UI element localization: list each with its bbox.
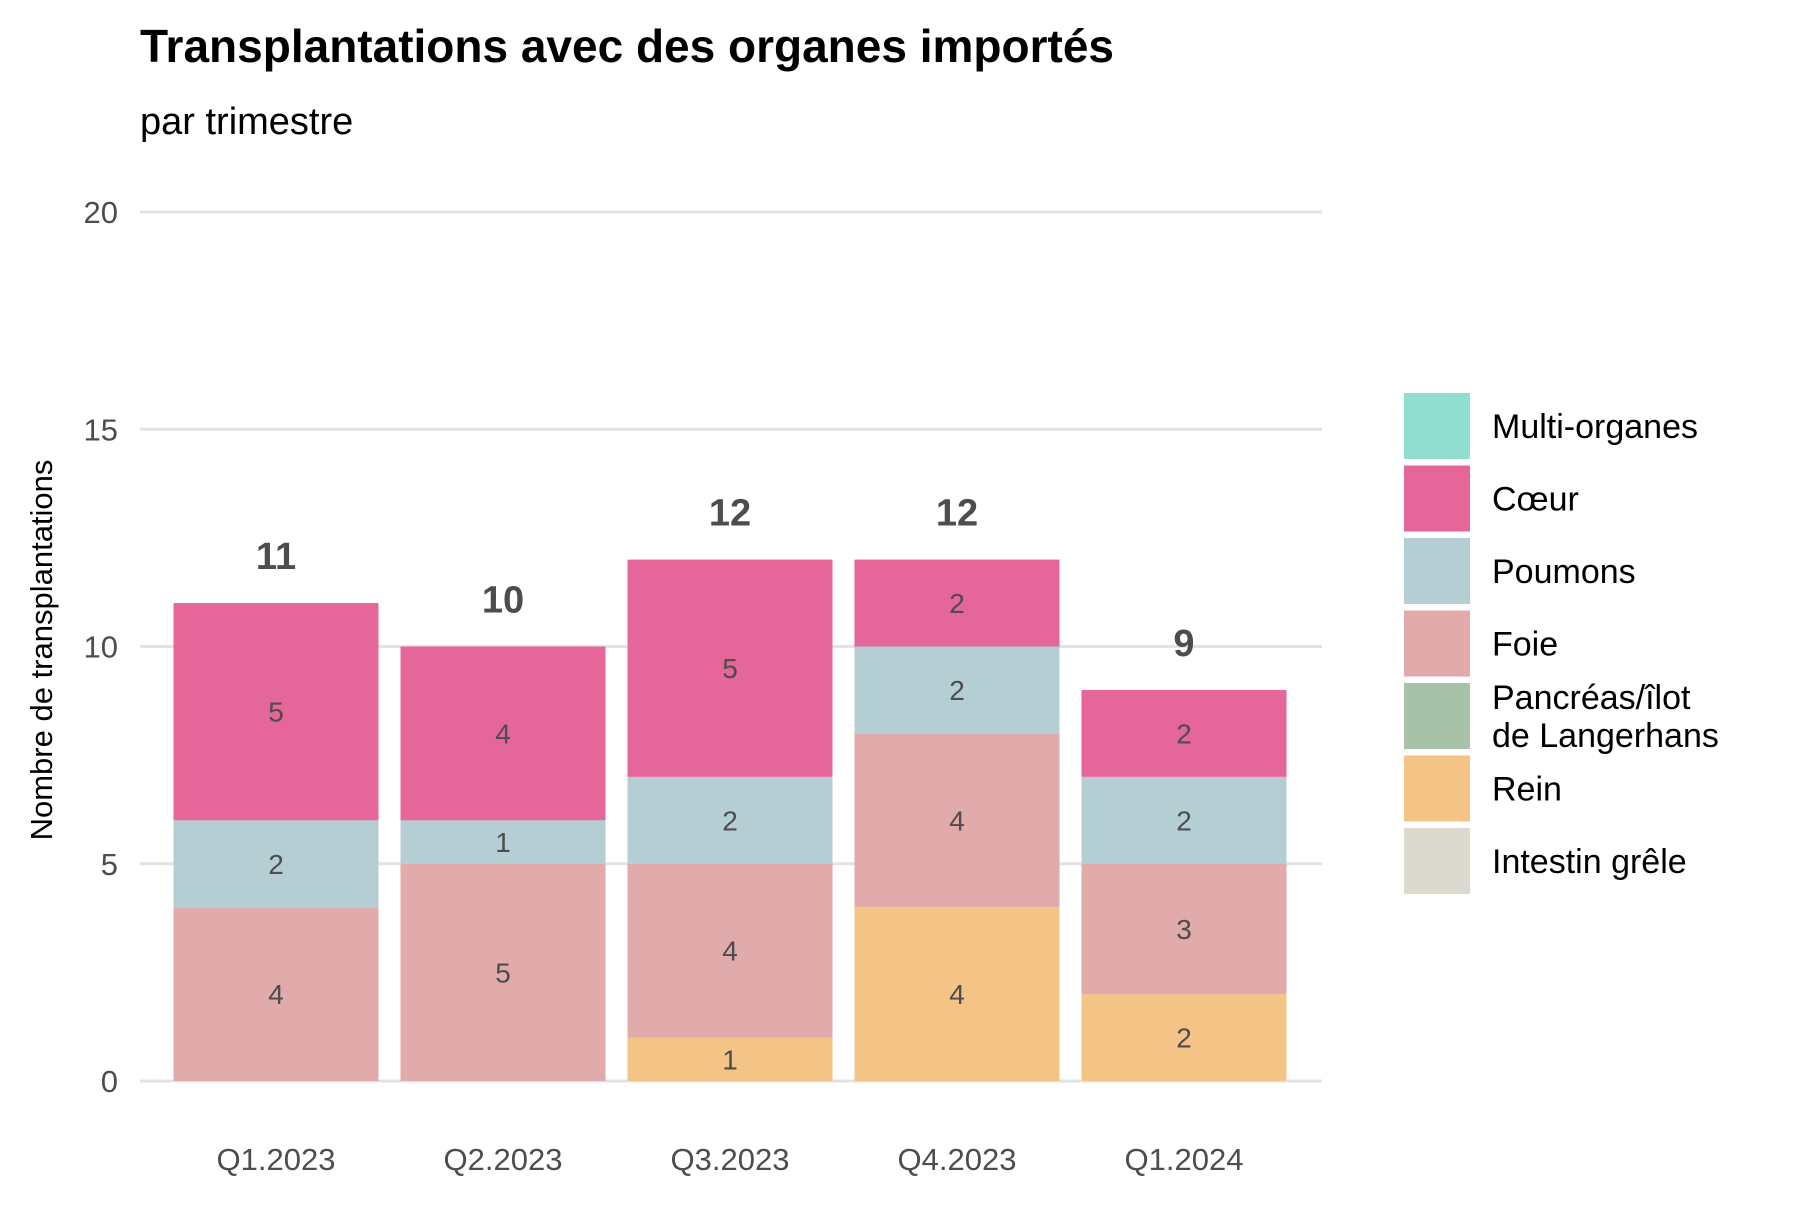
data-labels: 4 2 5 11 Q1.2023 5 1 4 10 Q2.2023 1 4 2 5 12 Q3.2023 4 4 2… — [217, 493, 1244, 1177]
segment-value-label: 4 — [495, 718, 511, 749]
legend-key — [1404, 538, 1470, 604]
bar-segment — [400, 646, 606, 821]
bar-segment — [173, 820, 379, 908]
bar-segment — [627, 1037, 833, 1081]
y-tick-label: 5 — [101, 847, 118, 882]
segment-value-label: 5 — [268, 697, 284, 728]
segment-value-label: 5 — [722, 653, 738, 684]
bar-total-label: 10 — [482, 580, 524, 622]
segment-value-label: 2 — [268, 849, 284, 880]
y-axis-title: Nombre de transplantations — [24, 460, 59, 841]
bar-segment — [627, 863, 833, 1038]
legend-key — [1404, 755, 1470, 822]
bar-segment — [173, 603, 379, 821]
bar-segment — [854, 733, 1060, 908]
legend-key — [1404, 465, 1470, 532]
chart-subtitle: par trimestre — [140, 101, 353, 143]
legend-label: Intestin grêle — [1492, 843, 1687, 881]
segment-value-label: 1 — [722, 1044, 738, 1075]
segment-value-label: 4 — [949, 979, 965, 1010]
bar-segment — [173, 907, 379, 1081]
y-tick-label: 20 — [84, 195, 118, 230]
x-tick-label: Q2.2023 — [444, 1142, 563, 1177]
bars — [173, 559, 1287, 1081]
y-tick-label: 0 — [101, 1064, 118, 1099]
legend-key — [1404, 683, 1470, 749]
segment-value-label: 4 — [268, 979, 284, 1010]
bar-segment — [400, 863, 606, 1081]
segment-value-label: 2 — [1176, 718, 1192, 749]
x-tick-label: Q4.2023 — [898, 1142, 1017, 1177]
bar-segment — [627, 559, 833, 777]
legend-label: Rein — [1492, 771, 1562, 809]
bar-segment — [1081, 994, 1287, 1081]
bar-segment — [400, 820, 606, 864]
bar-total-label: 9 — [1173, 623, 1194, 665]
x-tick-label: Q3.2023 — [671, 1142, 790, 1177]
bar-segment — [854, 559, 1060, 647]
segment-value-label: 2 — [1176, 805, 1192, 836]
segment-value-label: 2 — [1176, 1023, 1192, 1054]
legend-label: Foie — [1492, 626, 1558, 664]
x-tick-label: Q1.2023 — [217, 1142, 336, 1177]
legend-label: Poumons — [1492, 553, 1636, 591]
y-tick-label: 15 — [84, 412, 118, 447]
legend-key — [1404, 393, 1470, 459]
segment-value-label: 1 — [495, 827, 511, 858]
segment-value-label: 2 — [949, 675, 965, 706]
bar-total-label: 12 — [709, 493, 751, 535]
segment-value-label: 2 — [722, 805, 738, 836]
bar-segment — [854, 646, 1060, 734]
segment-value-label: 4 — [949, 805, 965, 836]
segment-value-label: 4 — [722, 936, 738, 967]
bar-segment — [627, 776, 833, 864]
legend: Multi-organes Cœur Poumons Foie Pancréas/îlo… — [1404, 393, 1719, 894]
chart-title: Transplantations avec des organes import… — [140, 20, 1114, 72]
bar-total-label: 12 — [936, 493, 978, 535]
legend-label: Pancréas/îlot — [1492, 679, 1691, 717]
segment-value-label: 2 — [949, 588, 965, 619]
x-tick-label: Q1.2024 — [1125, 1142, 1244, 1177]
legend-label: de Langerhans — [1492, 717, 1719, 755]
bar-segment — [1081, 776, 1287, 864]
bar-segment — [854, 907, 1060, 1081]
legend-label: Multi-organes — [1492, 408, 1698, 446]
segment-value-label: 5 — [495, 957, 511, 988]
bar-total-label: 11 — [256, 536, 296, 578]
y-tick-label: 10 — [84, 630, 118, 665]
bar-segment — [1081, 689, 1287, 777]
bar-segment — [1081, 863, 1287, 995]
legend-label: Cœur — [1492, 481, 1579, 519]
legend-key — [1404, 828, 1470, 894]
segment-value-label: 3 — [1176, 914, 1192, 945]
legend-key — [1404, 610, 1470, 677]
